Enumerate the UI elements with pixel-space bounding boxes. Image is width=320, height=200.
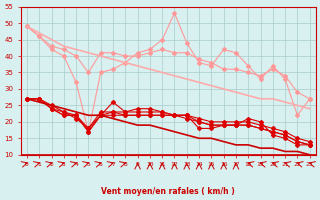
X-axis label: Vent moyen/en rafales ( km/h ): Vent moyen/en rafales ( km/h ): [101, 187, 235, 196]
